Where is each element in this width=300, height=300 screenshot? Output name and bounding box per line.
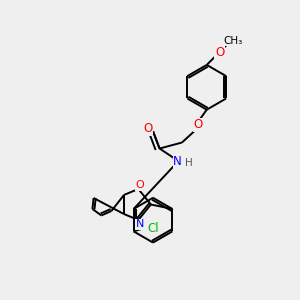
Text: O: O <box>194 118 203 131</box>
Text: N: N <box>136 219 144 229</box>
Text: O: O <box>143 122 152 135</box>
Text: H: H <box>185 158 193 168</box>
Text: O: O <box>136 180 144 190</box>
Text: Cl: Cl <box>147 222 159 235</box>
Text: O: O <box>215 46 224 59</box>
Text: N: N <box>173 154 182 167</box>
Text: CH₃: CH₃ <box>224 36 243 46</box>
